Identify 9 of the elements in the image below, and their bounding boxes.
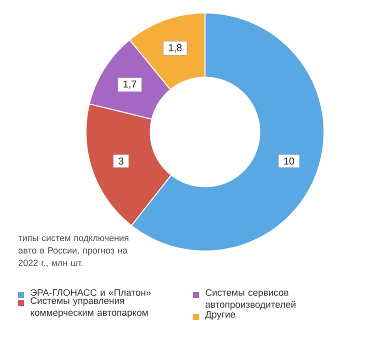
legend-label: Другие	[205, 311, 236, 320]
text: типы систем подключения авто в России, прогноз на 2022 г., млн шт.	[18, 236, 128, 268]
data-label: 10	[284, 158, 294, 165]
data-label: 1,8	[168, 44, 182, 52]
legend-label: Системы сервисов автопроизводителей	[206, 289, 296, 310]
legend-label: Системы управления коммерческим автопарком	[30, 297, 148, 318]
data-label: 1,7	[124, 80, 136, 89]
legend-label: ЭРА-ГЛОНАСС и «Платон»	[30, 289, 151, 296]
data-label: 3	[118, 158, 124, 165]
